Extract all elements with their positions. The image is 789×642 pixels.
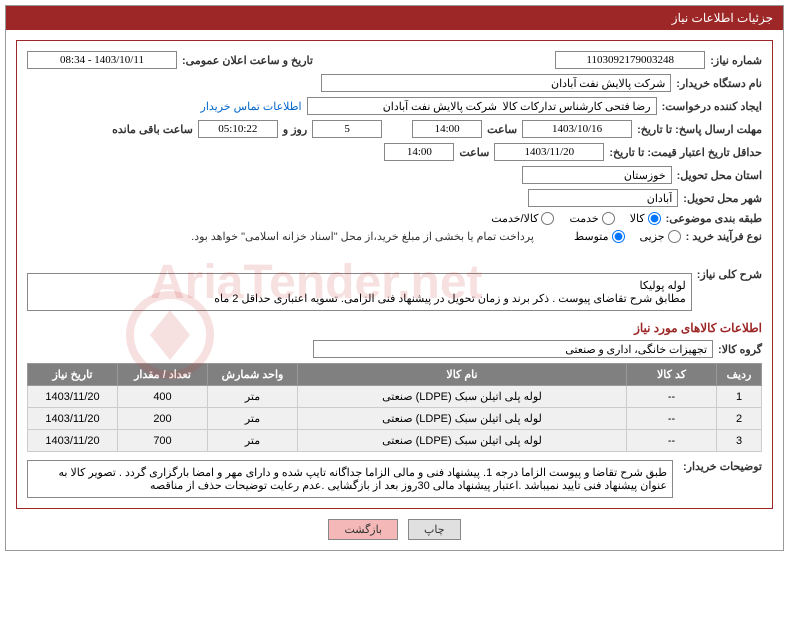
time-label-1: ساعت bbox=[487, 123, 517, 136]
type-partial-label: جزیی bbox=[640, 230, 665, 243]
table-cell: لوله پلی اتیلن سبک (LDPE) صنعتی bbox=[298, 408, 627, 430]
th-code: کد کالا bbox=[627, 364, 717, 386]
remaining-label: ساعت باقی مانده bbox=[112, 123, 193, 136]
table-cell: -- bbox=[627, 430, 717, 452]
category-radio-group: کالا خدمت کالا/خدمت bbox=[491, 212, 660, 225]
payment-note: پرداخت تمام یا بخشی از مبلغ خرید،از محل … bbox=[191, 230, 534, 243]
validity-label: حداقل تاریخ اعتبار قیمت: تا تاریخ: bbox=[609, 146, 762, 159]
contact-link[interactable]: اطلاعات تماس خریدار bbox=[201, 100, 302, 113]
main-container: جزئیات اطلاعات نیاز شماره نیاز: تاریخ و … bbox=[5, 5, 784, 551]
table-cell: 200 bbox=[118, 408, 208, 430]
desc-label: شرح کلی نیاز: bbox=[697, 268, 762, 281]
table-cell: 2 bbox=[717, 408, 762, 430]
content-box: شماره نیاز: تاریخ و ساعت اعلان عمومی: نا… bbox=[16, 40, 773, 509]
table-row: 1--لوله پلی اتیلن سبک (LDPE) صنعتیمتر400… bbox=[28, 386, 762, 408]
goods-section-title: اطلاعات کالاهای مورد نیاز bbox=[27, 321, 762, 335]
table-cell: -- bbox=[627, 386, 717, 408]
need-number-input bbox=[555, 51, 705, 69]
buyer-notes-label: توضیحات خریدار: bbox=[683, 460, 762, 498]
th-qty: تعداد / مقدار bbox=[118, 364, 208, 386]
validity-date-input bbox=[494, 143, 604, 161]
description-box: لوله پولیکا مطابق شرح تقاضای پیوست . ذکر… bbox=[27, 273, 692, 311]
buyer-org-input bbox=[321, 74, 671, 92]
buyer-notes-box: طبق شرح تقاضا و پیوست الزاما درجه 1. پیش… bbox=[27, 460, 673, 498]
need-number-label: شماره نیاز: bbox=[710, 54, 762, 67]
button-row: چاپ بازگشت bbox=[6, 519, 783, 540]
purchase-type-label: نوع فرآیند خرید : bbox=[686, 230, 762, 243]
cat-both-label: کالا/خدمت bbox=[491, 212, 538, 225]
deadline-date-input bbox=[522, 120, 632, 138]
cat-both-radio[interactable] bbox=[541, 212, 554, 225]
time-remaining-input bbox=[198, 120, 278, 138]
deadline-label: مهلت ارسال پاسخ: تا تاریخ: bbox=[637, 123, 762, 136]
goods-table: ردیف کد کالا نام کالا واحد شمارش تعداد /… bbox=[27, 363, 762, 452]
th-row: ردیف bbox=[717, 364, 762, 386]
group-label: گروه کالا: bbox=[718, 343, 762, 356]
province-input bbox=[522, 166, 672, 184]
desc-line1: لوله پولیکا bbox=[33, 279, 686, 292]
cat-service-label: خدمت bbox=[569, 212, 598, 225]
announce-date-label: تاریخ و ساعت اعلان عمومی: bbox=[182, 54, 313, 67]
table-row: 3--لوله پلی اتیلن سبک (LDPE) صنعتیمتر700… bbox=[28, 430, 762, 452]
table-cell: متر bbox=[208, 408, 298, 430]
city-label: شهر محل تحویل: bbox=[683, 192, 762, 205]
table-cell: متر bbox=[208, 386, 298, 408]
table-cell: لوله پلی اتیلن سبک (LDPE) صنعتی bbox=[298, 430, 627, 452]
table-cell: 400 bbox=[118, 386, 208, 408]
table-cell: متر bbox=[208, 430, 298, 452]
province-label: استان محل تحویل: bbox=[677, 169, 762, 182]
time-label-2: ساعت bbox=[459, 146, 489, 159]
announce-date-input bbox=[27, 51, 177, 69]
type-medium-radio[interactable] bbox=[612, 230, 625, 243]
th-date: تاریخ نیاز bbox=[28, 364, 118, 386]
type-medium-label: متوسط bbox=[574, 230, 609, 243]
table-cell: 1403/11/20 bbox=[28, 430, 118, 452]
cat-service-radio[interactable] bbox=[602, 212, 615, 225]
back-button[interactable]: بازگشت bbox=[328, 519, 398, 540]
table-cell: -- bbox=[627, 408, 717, 430]
type-partial-radio[interactable] bbox=[668, 230, 681, 243]
buyer-org-label: نام دستگاه خریدار: bbox=[676, 77, 762, 90]
category-label: طبقه بندی موضوعی: bbox=[666, 212, 762, 225]
group-input bbox=[313, 340, 713, 358]
cat-goods-label: کالا bbox=[630, 212, 645, 225]
validity-time-input bbox=[384, 143, 454, 161]
th-name: نام کالا bbox=[298, 364, 627, 386]
table-cell: 700 bbox=[118, 430, 208, 452]
table-cell: 3 bbox=[717, 430, 762, 452]
deadline-time-input bbox=[412, 120, 482, 138]
table-row: 2--لوله پلی اتیلن سبک (LDPE) صنعتیمتر200… bbox=[28, 408, 762, 430]
requester-input bbox=[307, 97, 657, 115]
city-input bbox=[528, 189, 678, 207]
days-and-label: روز و bbox=[283, 123, 307, 136]
desc-line2: مطابق شرح تقاضای پیوست . ذکر برند و زمان… bbox=[33, 292, 686, 305]
table-cell: 1403/11/20 bbox=[28, 408, 118, 430]
requester-label: ایجاد کننده درخواست: bbox=[662, 100, 762, 113]
page-title: جزئیات اطلاعات نیاز bbox=[6, 6, 783, 30]
table-cell: 1403/11/20 bbox=[28, 386, 118, 408]
table-cell: لوله پلی اتیلن سبک (LDPE) صنعتی bbox=[298, 386, 627, 408]
days-remaining-input bbox=[312, 120, 382, 138]
print-button[interactable]: چاپ bbox=[408, 519, 461, 540]
cat-goods-radio[interactable] bbox=[648, 212, 661, 225]
purchase-type-radio-group: جزیی متوسط bbox=[574, 230, 681, 243]
table-cell: 1 bbox=[717, 386, 762, 408]
th-unit: واحد شمارش bbox=[208, 364, 298, 386]
